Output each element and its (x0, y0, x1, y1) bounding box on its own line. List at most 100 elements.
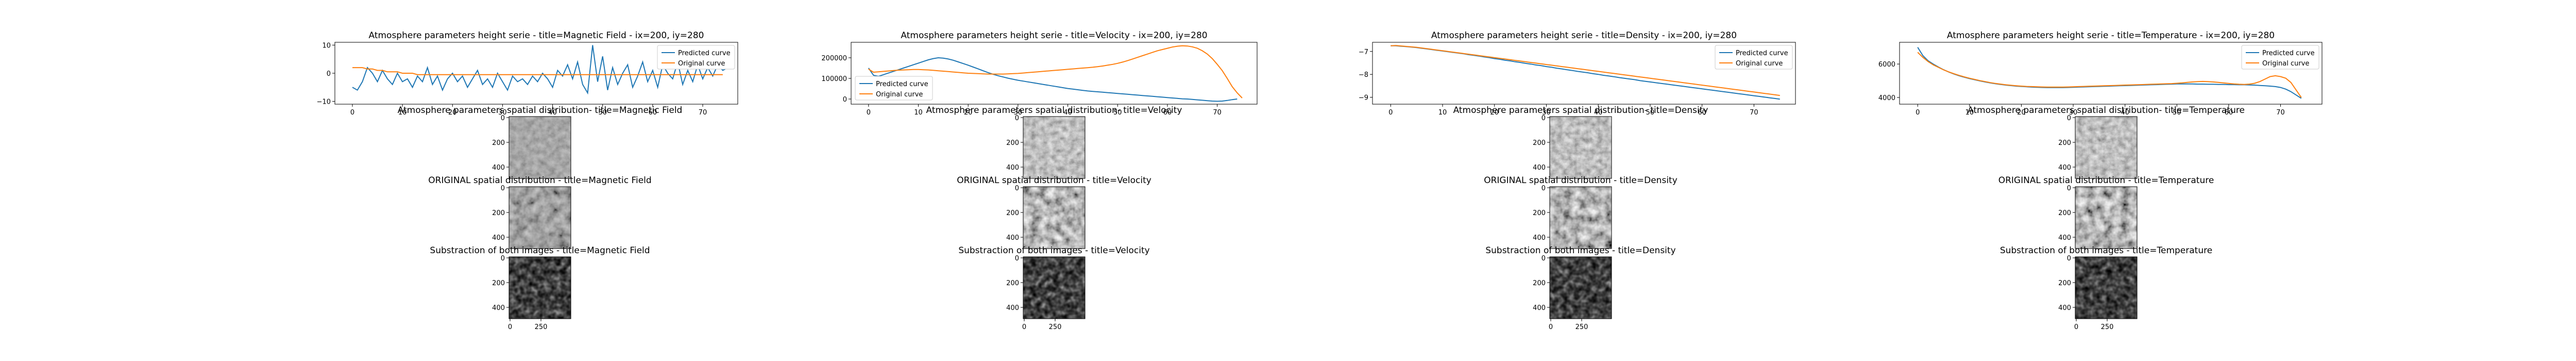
legend: Predicted curve Original curve (2241, 45, 2319, 70)
x-tick-label: 70 (1213, 109, 1222, 117)
image-x-tick-label: 250 (1575, 323, 1588, 331)
image-y-tick-label: 200 (492, 280, 505, 287)
legend-box (2241, 45, 2319, 70)
x-tick-label: 10 (398, 109, 407, 117)
series-line-original (868, 45, 1243, 99)
image-title: Substraction of both images - title=Temp… (2000, 245, 2212, 256)
image-y-tick-label: 400 (1533, 164, 1546, 172)
y-tick-label: 200000 (821, 55, 847, 62)
image-title: Substraction of both images - title=Magn… (430, 245, 650, 256)
x-tick-label: 0 (350, 109, 354, 117)
image-y-tick-label: 400 (1533, 304, 1546, 312)
chart-title: Atmosphere parameters height serie - tit… (1431, 30, 1737, 41)
image-frame (509, 256, 571, 319)
image-panel-3-1: Atmosphere parameters spatial distributi… (1453, 105, 1708, 179)
image-y-tick-label: 400 (1006, 304, 1019, 312)
x-tick-label: 30 (1542, 109, 1551, 117)
y-tick-label: 4000 (1878, 94, 1895, 102)
x-tick-label: 60 (1163, 109, 1172, 117)
line-chart-3: Atmosphere parameters height serie - tit… (1359, 30, 1796, 117)
image-y-tick-label: 400 (1006, 164, 1019, 172)
image-y-tick-label: 0 (1541, 255, 1546, 262)
image-y-tick-label: 0 (2067, 255, 2071, 262)
axes-frame (1372, 42, 1796, 105)
axes-frame (851, 42, 1258, 105)
image-texture (1550, 117, 1612, 178)
x-tick-label: 70 (2276, 109, 2285, 117)
y-tick-label: −7 (1359, 48, 1368, 56)
y-tick-label: −10 (317, 99, 331, 106)
x-tick-label: 40 (2121, 109, 2129, 117)
image-texture (509, 257, 571, 319)
image-x-tick-label: 0 (1022, 323, 1026, 331)
y-tick-label: −8 (1359, 71, 1368, 79)
series-line-original (1917, 52, 2302, 98)
legend-label: Predicted curve (876, 80, 928, 88)
y-tick-label: 10 (322, 42, 331, 50)
line-chart-4: Atmosphere parameters height serie - tit… (1878, 30, 2323, 117)
x-tick-label: 70 (1750, 109, 1758, 117)
image-panel-4-2: ORIGINAL spatial distribution - title=Te… (1998, 175, 2214, 249)
image-panel-4-1: Atmosphere parameters spatial distributi… (1968, 105, 2245, 179)
legend-label: Original curve (2262, 60, 2309, 68)
image-y-tick-label: 400 (492, 164, 505, 172)
image-panel-4-3: Substraction of both images - title=Temp… (2000, 245, 2212, 331)
image-y-tick-label: 400 (2058, 304, 2071, 312)
x-tick-label: 40 (548, 109, 557, 117)
image-texture (1023, 117, 1085, 178)
image-texture (1023, 257, 1085, 319)
legend: Predicted curve Original curve (1715, 45, 1793, 70)
series-line-original (352, 67, 723, 75)
image-title: Atmosphere parameters spatial distributi… (1453, 105, 1708, 116)
x-tick-label: 10 (1965, 109, 1974, 117)
x-tick-label: 20 (2017, 109, 2026, 117)
chart-title: Atmosphere parameters height serie - tit… (368, 30, 704, 41)
series-line-predicted (868, 57, 1238, 102)
y-tick-label: 6000 (1878, 61, 1895, 69)
x-tick-label: 20 (1490, 109, 1499, 117)
image-y-tick-label: 0 (2067, 185, 2071, 192)
image-title: ORIGINAL spatial distribution - title=Te… (1998, 175, 2214, 186)
image-y-tick-label: 200 (2058, 139, 2071, 147)
image-frame (2075, 116, 2138, 179)
x-tick-label: 60 (2225, 109, 2233, 117)
legend-label: Original curve (678, 60, 725, 68)
chart-title: Atmosphere parameters height serie - tit… (901, 30, 1207, 41)
image-title: ORIGINAL spatial distribution - title=Ve… (957, 175, 1151, 186)
x-tick-label: 50 (1646, 109, 1655, 117)
x-tick-label: 40 (1063, 109, 1072, 117)
image-texture (1550, 257, 1612, 319)
axes-frame (1899, 42, 2323, 105)
image-texture (509, 117, 571, 178)
image-y-tick-label: 200 (2058, 209, 2071, 217)
image-title: ORIGINAL spatial distribution - title=De… (1484, 175, 1677, 186)
image-x-tick-label: 0 (508, 323, 512, 331)
image-x-tick-label: 0 (2074, 323, 2078, 331)
x-tick-label: 20 (448, 109, 457, 117)
image-texture (2075, 117, 2137, 178)
image-title: ORIGINAL spatial distribution - title=Ma… (428, 175, 651, 186)
legend: Predicted curve Original curve (657, 45, 735, 70)
image-title: Substraction of both images - title=Dens… (1485, 245, 1675, 256)
legend-label: Predicted curve (2262, 50, 2315, 57)
image-y-tick-label: 400 (1006, 234, 1019, 242)
image-y-tick-label: 400 (2058, 164, 2071, 172)
image-y-tick-label: 0 (501, 255, 505, 262)
x-tick-label: 60 (1698, 109, 1706, 117)
image-title: Atmosphere parameters spatial distributi… (398, 105, 683, 116)
x-tick-label: 0 (1916, 109, 1920, 117)
image-x-tick-label: 250 (2101, 323, 2114, 331)
image-y-tick-label: 200 (1533, 209, 1546, 217)
y-tick-label: 0 (843, 96, 847, 104)
x-tick-label: 30 (1014, 109, 1023, 117)
image-title: Atmosphere parameters spatial distributi… (1968, 105, 2245, 116)
image-title: Atmosphere parameters spatial distributi… (926, 105, 1182, 116)
image-y-tick-label: 400 (492, 304, 505, 312)
image-y-tick-label: 0 (501, 114, 505, 122)
legend: Predicted curve Original curve (855, 76, 933, 101)
y-tick-label: 100000 (821, 75, 847, 83)
legend-box (1715, 45, 1793, 70)
image-texture (509, 187, 571, 249)
image-y-tick-label: 0 (1015, 255, 1019, 262)
image-frame (1549, 186, 1612, 249)
